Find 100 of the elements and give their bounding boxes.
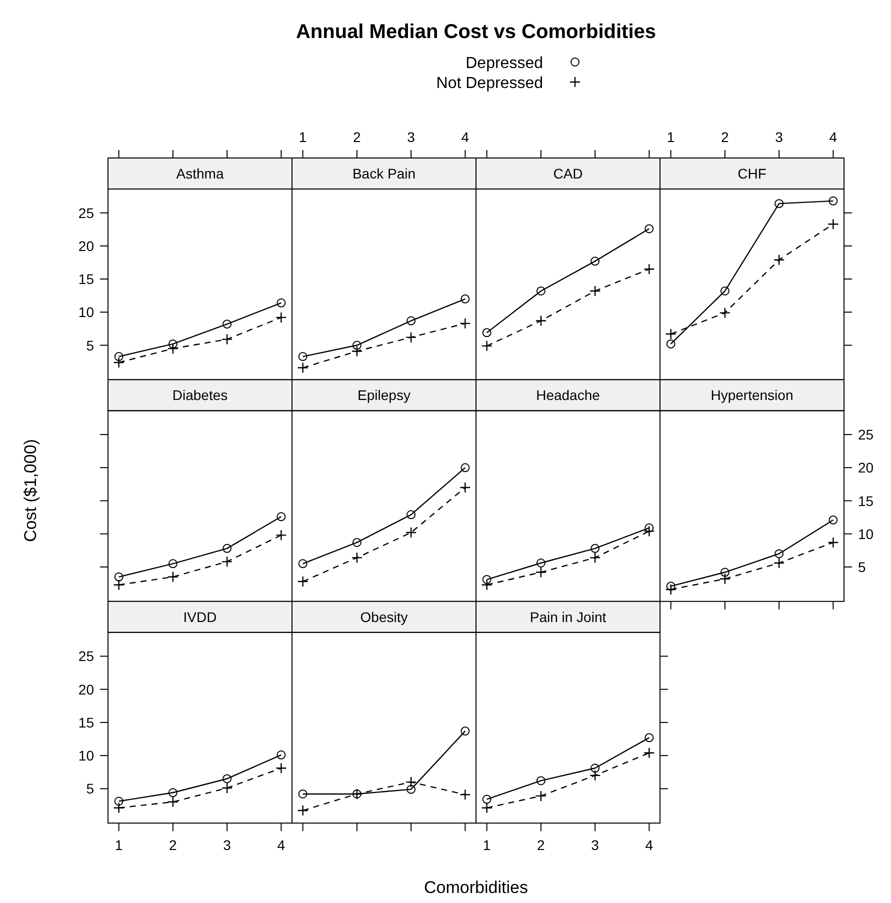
x-tick-label: 3: [591, 837, 600, 854]
chart-title: Pain in Joint: [530, 608, 606, 625]
y-tick-label: 5: [86, 780, 94, 797]
point: [644, 747, 655, 759]
point: [481, 579, 492, 590]
legend-label: Not Depressed: [436, 75, 543, 92]
point: [460, 482, 471, 494]
point: [482, 575, 492, 584]
y-tick-label: 20: [78, 681, 94, 698]
y-tick-label: 10: [78, 304, 94, 320]
point: [298, 789, 308, 798]
y-tick-label: 20: [858, 460, 874, 476]
point: [351, 552, 363, 564]
point: [352, 340, 362, 350]
legend-label: Depressed: [466, 55, 543, 72]
point: [167, 571, 179, 582]
point: [276, 298, 286, 308]
point: [405, 526, 417, 538]
point: [535, 315, 547, 326]
point: [114, 572, 124, 582]
chart-title: CAD: [553, 166, 583, 182]
x-tick-label: 1: [114, 837, 123, 854]
point: [666, 339, 676, 348]
point: [460, 294, 470, 304]
point: [406, 316, 416, 326]
y-tick-label: 5: [858, 558, 866, 575]
chart-title: CHF: [738, 166, 766, 182]
point: [114, 796, 124, 806]
point: [644, 264, 655, 275]
y-tick-label: 15: [78, 714, 94, 730]
x-tick-label: 1: [298, 129, 307, 145]
point: [221, 556, 233, 568]
point: [828, 218, 839, 230]
chart-title: Headache: [536, 387, 600, 404]
point: [276, 312, 287, 324]
point: [222, 320, 232, 329]
point: [276, 512, 286, 522]
point: [113, 356, 124, 368]
point: [168, 339, 178, 348]
point: [536, 558, 546, 568]
point: [460, 463, 470, 472]
point: [482, 794, 492, 804]
chart-title: Asthma: [176, 166, 224, 182]
x-tick-label: 3: [407, 129, 416, 145]
point: [535, 566, 547, 578]
point: [406, 510, 416, 520]
point: [460, 726, 470, 736]
point: [276, 750, 286, 760]
point: [481, 340, 492, 352]
point: [221, 782, 233, 794]
x-tick-label: 1: [666, 129, 675, 145]
x-tick-label: 1: [482, 837, 491, 854]
point: [644, 733, 654, 742]
point: [297, 362, 308, 374]
point: [536, 776, 546, 786]
point: [774, 199, 784, 208]
point: [666, 582, 676, 591]
x-tick-label: 3: [775, 129, 784, 145]
chart-title: Diabetes: [172, 387, 228, 404]
chart-title: Epilepsy: [358, 387, 410, 404]
point: [114, 352, 124, 362]
point: [221, 334, 233, 345]
x-tick-label: 2: [721, 129, 730, 145]
point: [298, 352, 308, 362]
point: [773, 254, 785, 266]
x-tick-label: 3: [223, 837, 232, 854]
chart-title: Obesity: [360, 608, 408, 625]
point: [113, 579, 124, 590]
chart-title: IVDD: [183, 608, 217, 625]
point: [222, 544, 232, 553]
point: [644, 224, 654, 234]
point: [351, 346, 363, 357]
point: [644, 526, 655, 537]
point: [720, 568, 730, 577]
point: [222, 774, 232, 784]
y-tick-label: 25: [78, 648, 94, 664]
point: [298, 559, 308, 568]
point: [297, 576, 308, 588]
point: [665, 328, 676, 340]
point: [168, 559, 178, 568]
point: [460, 789, 471, 800]
point: [644, 523, 654, 532]
x-tick-label: 4: [829, 129, 838, 145]
point: [590, 764, 600, 773]
point: [828, 515, 838, 524]
point: [406, 784, 416, 794]
y-tick-label: 15: [858, 492, 874, 509]
point: [276, 530, 287, 541]
point: [665, 584, 676, 596]
y-tick-label: 20: [78, 238, 94, 254]
point: [168, 788, 178, 798]
text: Comorbidities: [424, 878, 528, 898]
x-tick-label: 4: [277, 837, 286, 854]
point: [536, 286, 546, 296]
point: [828, 196, 838, 206]
point: [720, 286, 730, 296]
point: [167, 342, 179, 354]
point: [405, 332, 417, 343]
y-tick-label: 10: [858, 526, 874, 542]
y-tick-label: 25: [858, 426, 874, 443]
